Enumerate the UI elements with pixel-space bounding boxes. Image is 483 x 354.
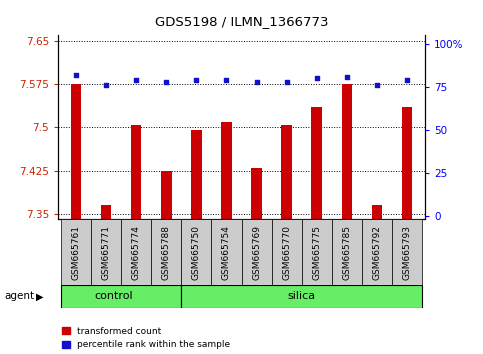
Text: GSM665761: GSM665761	[71, 225, 81, 280]
Bar	[271, 219, 302, 285]
Bar	[371, 205, 382, 219]
Point	[72, 72, 80, 78]
Text: ▶: ▶	[36, 291, 44, 301]
Point	[403, 77, 411, 83]
Text: GSM665754: GSM665754	[222, 225, 231, 280]
Bar	[221, 122, 232, 219]
Point	[343, 74, 351, 80]
Bar	[191, 130, 201, 219]
Bar	[312, 107, 322, 219]
Text: GSM665770: GSM665770	[282, 225, 291, 280]
Text: control: control	[94, 291, 133, 302]
Bar	[251, 168, 262, 219]
Bar	[91, 219, 121, 285]
Bar	[362, 219, 392, 285]
Bar	[242, 219, 271, 285]
Bar	[212, 219, 242, 285]
Bar	[131, 125, 142, 219]
Bar	[61, 219, 91, 285]
Text: agent: agent	[5, 291, 35, 301]
Legend: transformed count, percentile rank within the sample: transformed count, percentile rank withi…	[62, 327, 230, 349]
Point	[102, 82, 110, 88]
Point	[132, 77, 140, 83]
Bar	[181, 285, 422, 308]
Text: GSM665793: GSM665793	[402, 225, 412, 280]
Point	[223, 77, 230, 83]
Text: GSM665775: GSM665775	[312, 225, 321, 280]
Bar	[341, 84, 352, 219]
Bar	[71, 84, 81, 219]
Bar	[161, 171, 171, 219]
Point	[253, 79, 260, 85]
Text: GSM665788: GSM665788	[162, 225, 171, 280]
Bar	[302, 219, 332, 285]
Bar	[392, 219, 422, 285]
Text: silica: silica	[287, 291, 316, 302]
Bar	[151, 219, 181, 285]
Text: GSM665771: GSM665771	[101, 225, 111, 280]
Bar	[402, 107, 412, 219]
Text: GSM665792: GSM665792	[372, 225, 382, 280]
Point	[373, 82, 381, 88]
Text: GSM665774: GSM665774	[132, 225, 141, 280]
Point	[193, 77, 200, 83]
Text: GSM665785: GSM665785	[342, 225, 351, 280]
Bar	[121, 219, 151, 285]
Bar	[332, 219, 362, 285]
Bar	[101, 205, 112, 219]
Bar	[181, 219, 212, 285]
Point	[313, 75, 321, 81]
Text: GSM665750: GSM665750	[192, 225, 201, 280]
Text: GSM665769: GSM665769	[252, 225, 261, 280]
Bar	[61, 285, 181, 308]
Bar	[282, 125, 292, 219]
Point	[283, 79, 290, 85]
Point	[162, 79, 170, 85]
Text: GDS5198 / ILMN_1366773: GDS5198 / ILMN_1366773	[155, 15, 328, 28]
